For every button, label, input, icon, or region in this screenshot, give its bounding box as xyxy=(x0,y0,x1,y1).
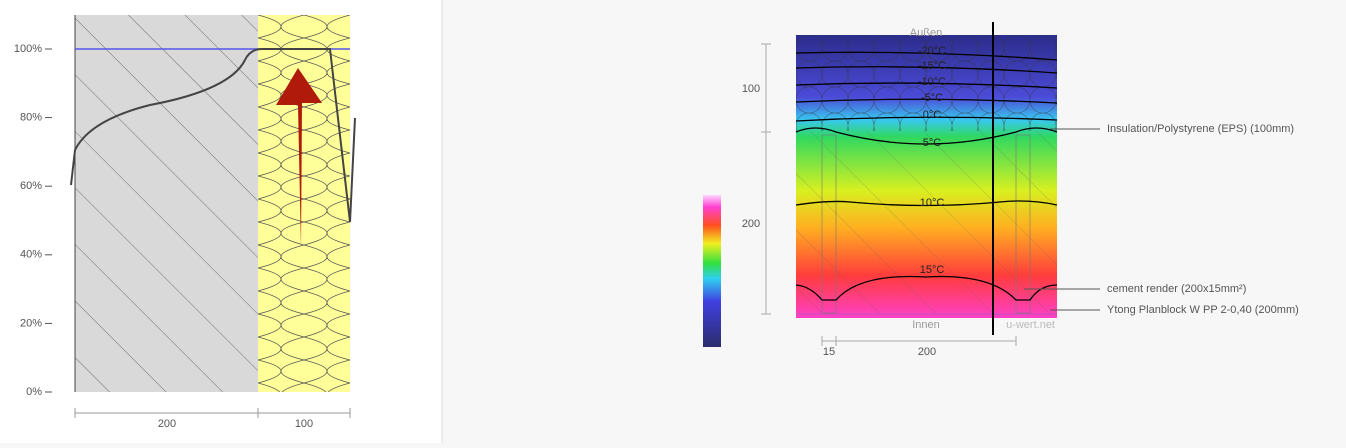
dim-label: 100 xyxy=(742,83,760,95)
dim-label: 200 xyxy=(158,418,176,430)
render-column xyxy=(821,134,837,314)
isotherm xyxy=(795,82,1058,89)
isotherm xyxy=(795,127,1058,145)
watermark: u-wert.net xyxy=(1006,319,1055,331)
y-tick-label: 80% xyxy=(20,112,42,124)
isotherm-label: -5°C xyxy=(921,92,943,104)
y-tick-label: 20% xyxy=(20,317,42,329)
isotherm xyxy=(795,98,1058,104)
isotherm-label: 5°C xyxy=(923,137,942,149)
isotherm xyxy=(795,116,1058,122)
arrow xyxy=(276,68,322,248)
layer-label: Insulation/Polystyrene (EPS) (100mm) xyxy=(1107,123,1294,135)
isotherm-label: -10°C xyxy=(918,76,946,88)
isotherm xyxy=(795,200,1058,207)
y-tick-label: 40% xyxy=(20,249,42,261)
render-column xyxy=(1015,134,1031,314)
isotherm xyxy=(795,51,1058,61)
dim-label: 100 xyxy=(295,418,313,430)
block-hatch xyxy=(796,131,1057,314)
y-tick-label: 100% xyxy=(14,43,42,55)
color-bar xyxy=(703,195,721,347)
layer-label: Ytong Planblock W PP 2-0,40 (200mm) xyxy=(1107,304,1299,316)
dim-label: 200 xyxy=(742,218,760,230)
humidity-curve xyxy=(70,48,356,223)
dim-label: 200 xyxy=(918,346,936,358)
y-tick-label: 0% xyxy=(26,386,42,398)
insulation-pattern xyxy=(258,15,350,392)
wall-hatch xyxy=(75,15,258,392)
inside-label: Innen xyxy=(912,319,940,331)
isotherm xyxy=(795,275,1058,301)
isotherm-label: 0°C xyxy=(923,109,942,121)
layer-label: cement render (200x15mm²) xyxy=(1107,283,1246,295)
isotherm-label: 10°C xyxy=(920,197,945,209)
dim-label: 15 xyxy=(823,346,835,358)
isotherm xyxy=(795,66,1058,74)
y-tick-label: 60% xyxy=(20,180,42,192)
isotherm-label: -20°C xyxy=(918,45,946,57)
isotherm-label: -15°C xyxy=(918,60,946,72)
isotherm-label: 15°C xyxy=(920,264,945,276)
outside-label: Außen xyxy=(910,27,942,39)
